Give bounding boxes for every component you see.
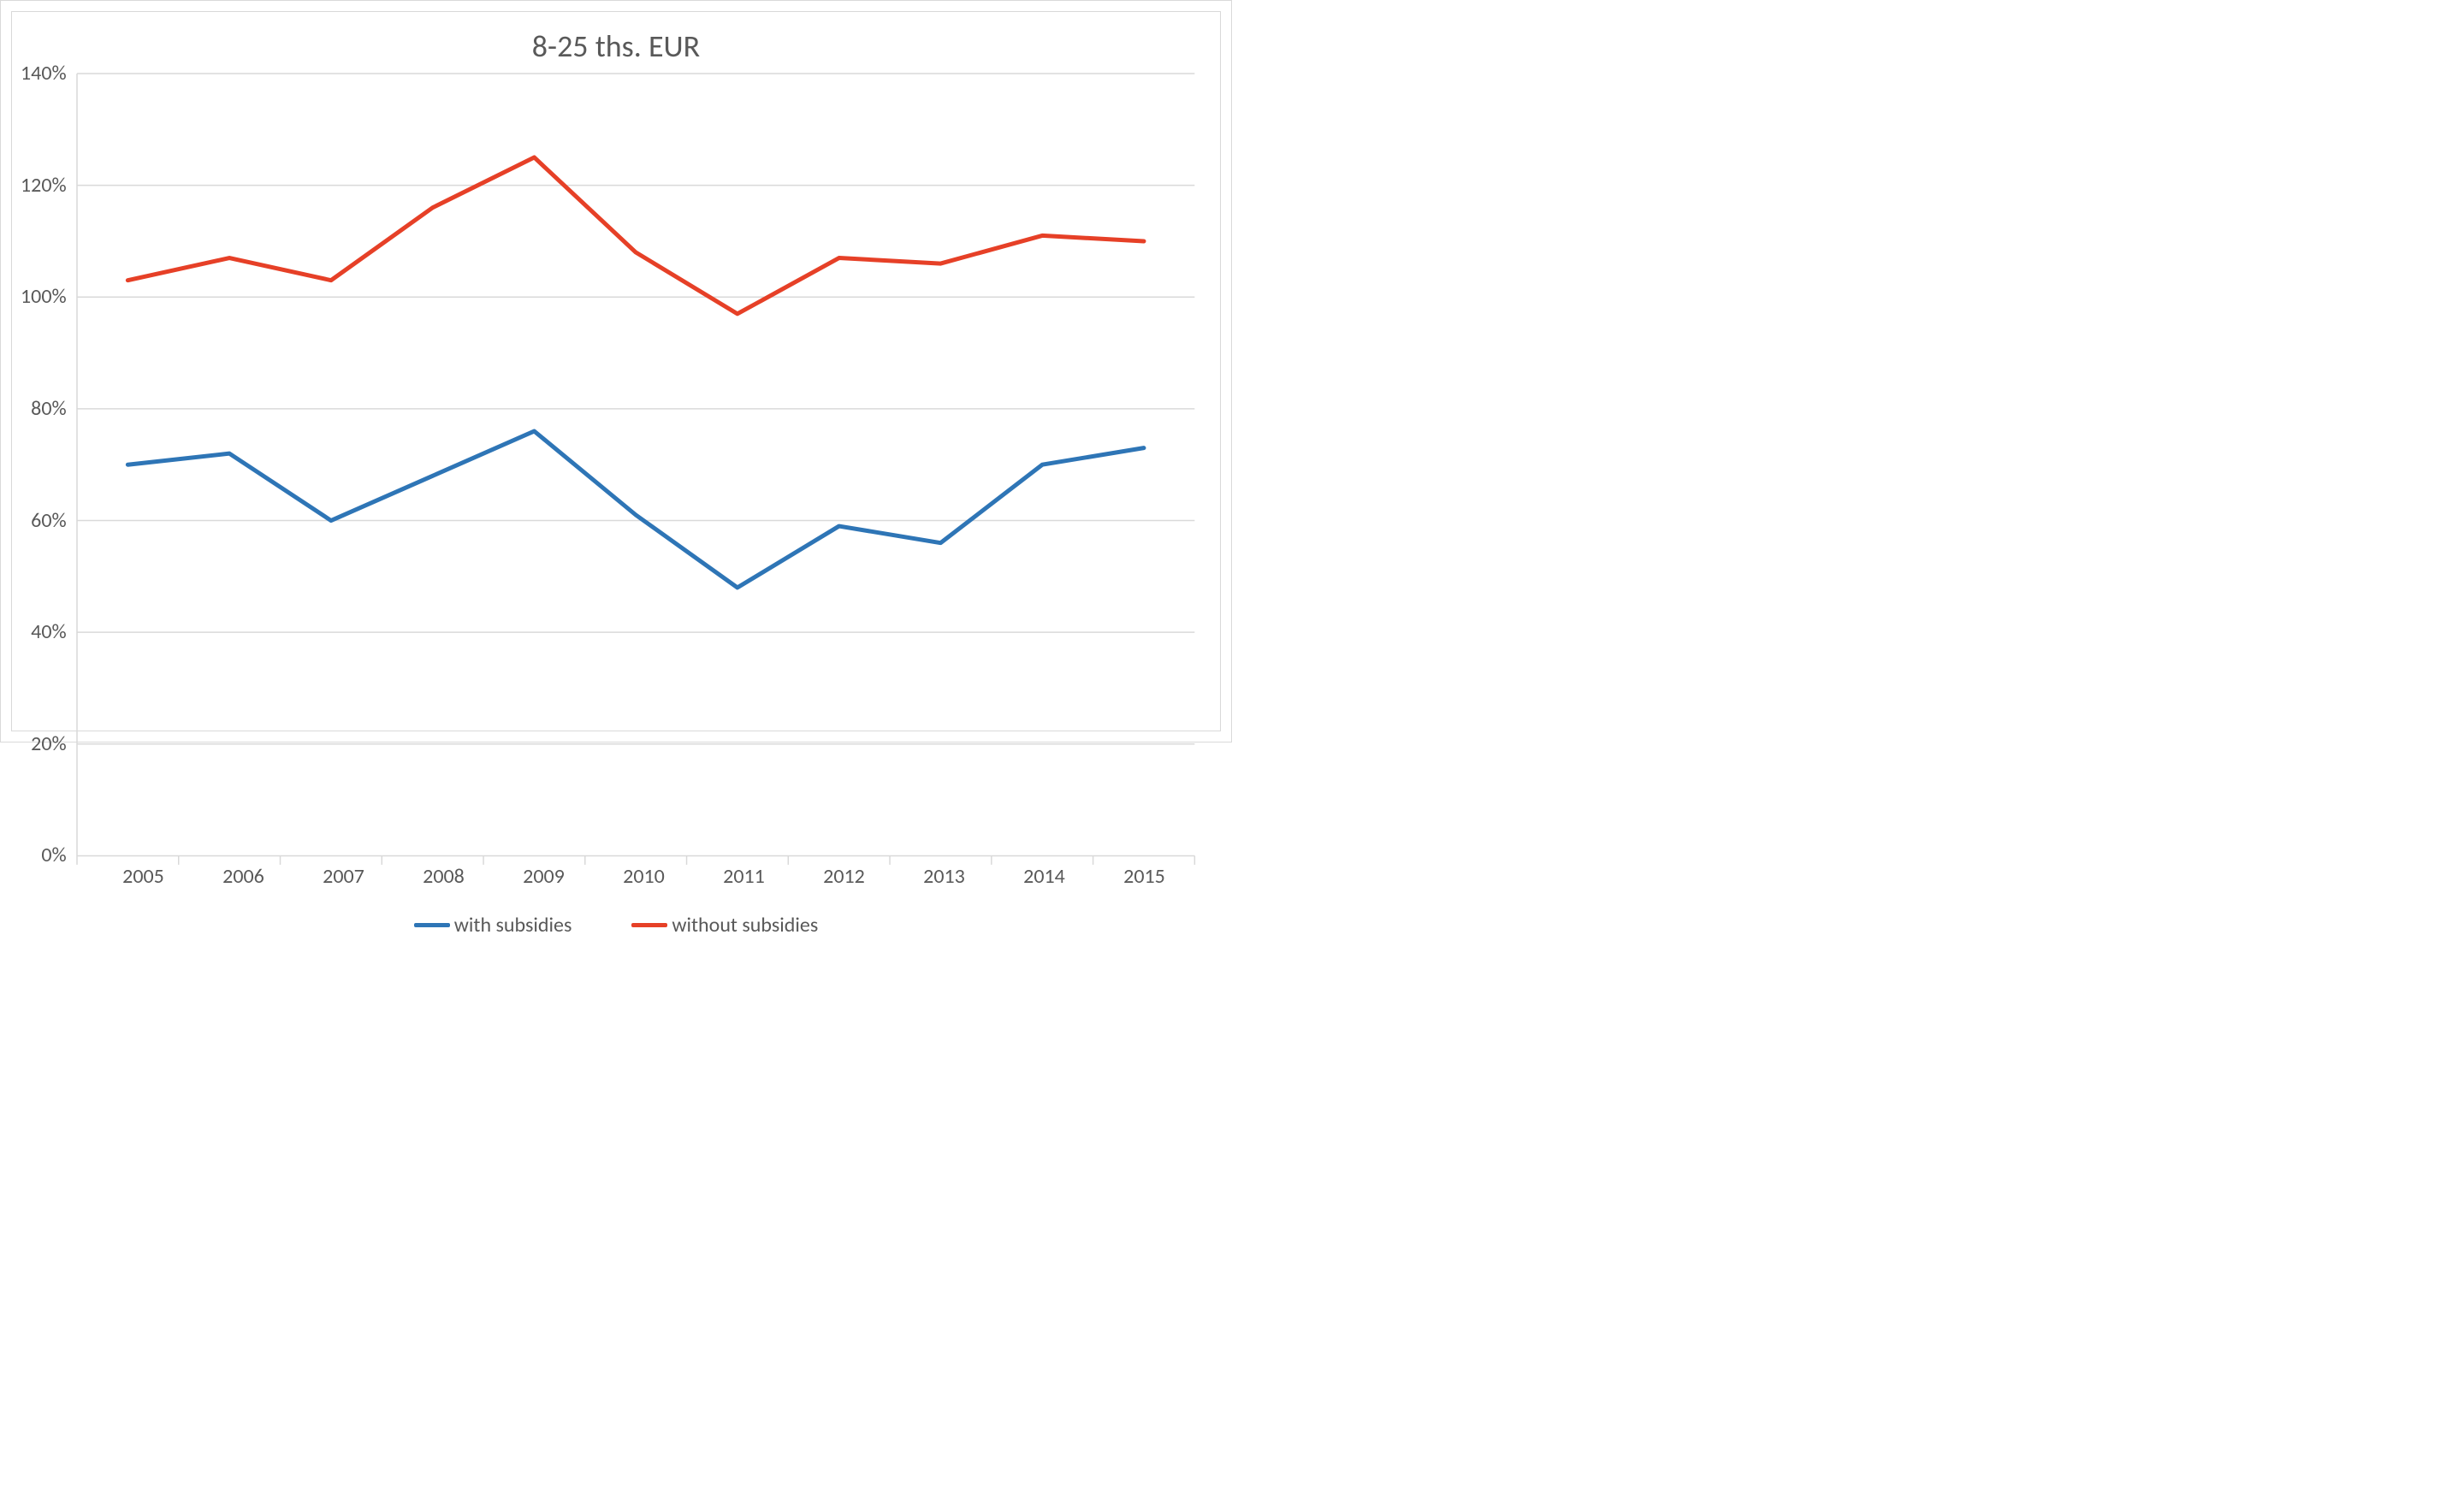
x-tick: 2006	[193, 864, 293, 889]
chart-inner: 8-25 ths. EUR 140% 120% 100% 80% 60% 40%…	[11, 11, 1221, 731]
plot-svg	[77, 74, 1194, 855]
x-tick: 2011	[694, 864, 794, 889]
legend: with subsidies without subsidies	[12, 897, 1220, 953]
x-tick: 2008	[394, 864, 494, 889]
plot-area	[77, 74, 1194, 855]
x-tick: 2005	[93, 864, 193, 889]
legend-item-with-subsidies: with subsidies	[414, 913, 572, 938]
x-tick: 2014	[994, 864, 1094, 889]
legend-swatch	[631, 923, 667, 927]
legend-swatch	[414, 923, 450, 927]
x-axis: 2005 2006 2007 2008 2009 2010 2011 2012 …	[12, 864, 1220, 889]
legend-label: without subsidies	[672, 913, 818, 938]
plot-wrap: 140% 120% 100% 80% 60% 40% 20% 0%	[12, 74, 1220, 855]
series-line-1	[127, 157, 1144, 314]
x-tick: 2013	[894, 864, 994, 889]
x-tick: 2009	[494, 864, 594, 889]
x-tick: 2007	[293, 864, 394, 889]
chart-container: 8-25 ths. EUR 140% 120% 100% 80% 60% 40%…	[0, 0, 1232, 742]
series-line-0	[127, 431, 1144, 588]
legend-label: with subsidies	[454, 913, 572, 938]
legend-item-without-subsidies: without subsidies	[631, 913, 818, 938]
chart-title: 8-25 ths. EUR	[12, 12, 1220, 74]
x-tick: 2015	[1094, 864, 1194, 889]
x-tick: 2010	[594, 864, 694, 889]
y-axis: 140% 120% 100% 80% 60% 40% 20% 0%	[21, 74, 77, 855]
x-tick: 2012	[794, 864, 894, 889]
